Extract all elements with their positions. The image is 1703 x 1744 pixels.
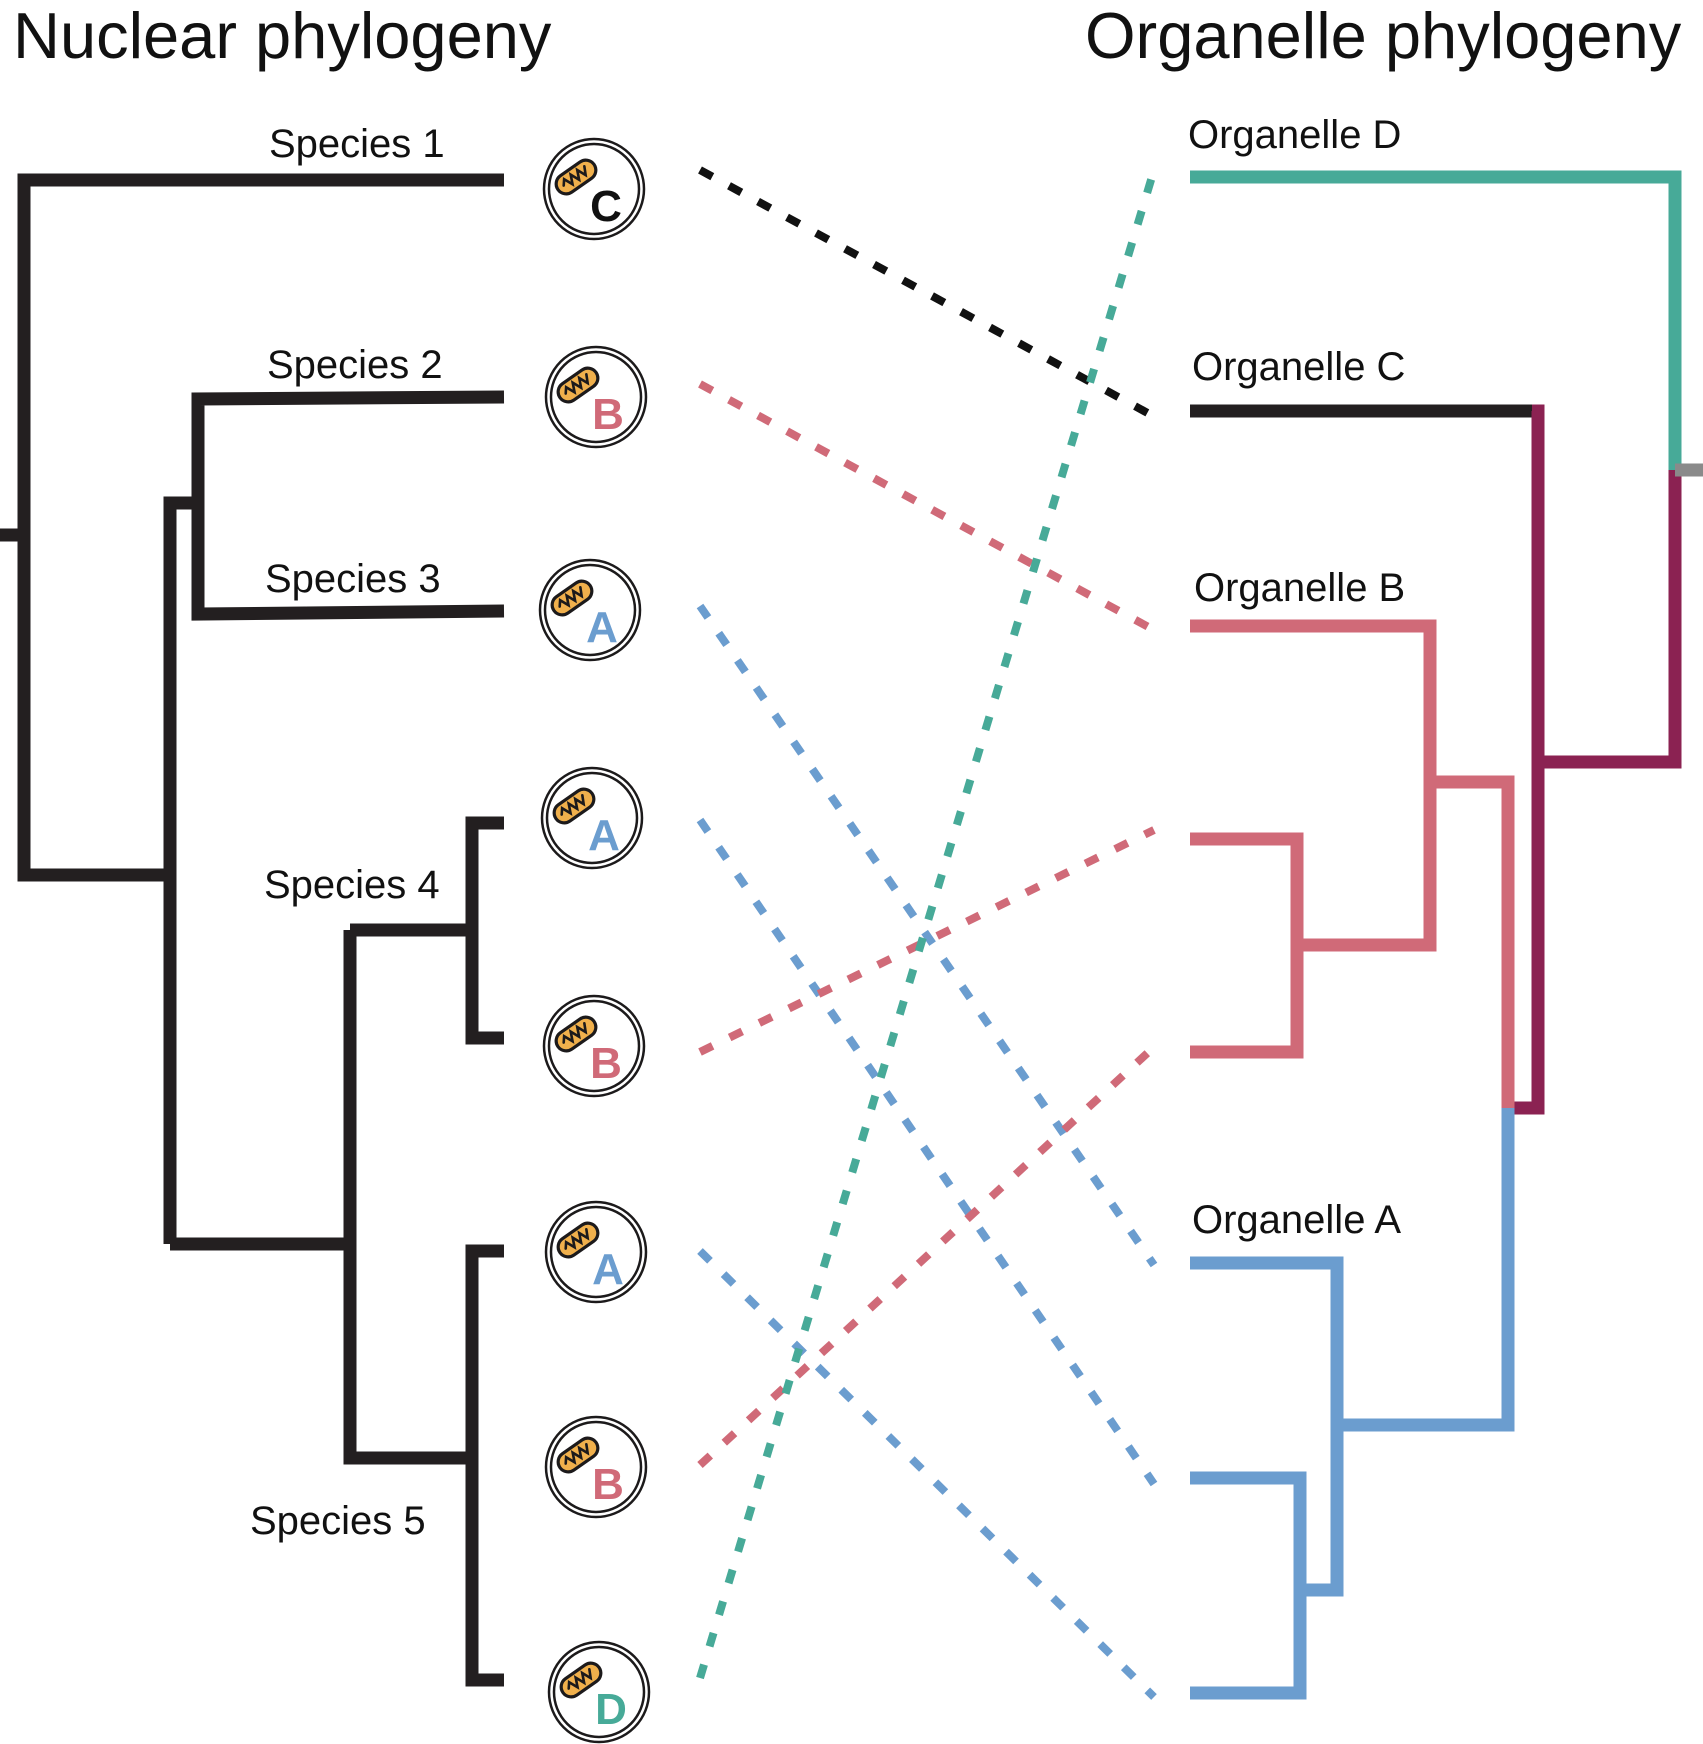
mitochondrion-badge: C (542, 137, 646, 241)
mitochondrion-icon (550, 579, 594, 617)
organelle-phylogeny-title: Organelle phylogeny (1085, 0, 1682, 72)
organelle-letter: A (592, 1245, 624, 1294)
organelle-D-label: Organelle D (1188, 113, 1401, 157)
mitochondrion-badge: A (538, 558, 642, 662)
mitochondrion-icon (556, 1221, 600, 1259)
link-organelle-A-species-5 (697, 1248, 1157, 1700)
mitochondrion-badge: B (544, 1415, 648, 1519)
link-organelle-B-species-2 (698, 380, 1156, 634)
link-organelle-D-species-5 (696, 168, 1158, 1680)
mitochondrion-icon (554, 158, 598, 196)
link-organelle-C-species-1 (698, 166, 1157, 421)
organelle-letter: A (586, 603, 618, 652)
mitochondrion-badge: A (540, 766, 644, 870)
nuclear-tree (0, 173, 505, 1687)
association-links (696, 166, 1158, 1700)
species-2-label: Species 2 (267, 343, 443, 387)
mitochondrion-icon (552, 787, 596, 825)
mitochondrion-badge: B (542, 994, 646, 1098)
species-5-label: Species 5 (250, 1499, 426, 1543)
mitochondrion-icon (559, 1661, 603, 1699)
organelle-letter: D (595, 1685, 627, 1734)
mitochondria-column: C B A A B A B D (538, 137, 651, 1744)
organelle-labels: Organelle D Organelle C Organelle B Orga… (1188, 113, 1405, 1242)
species-4-label: Species 4 (264, 863, 440, 907)
species-labels: Species 1 Species 2 Species 3 Species 4 … (250, 122, 445, 1543)
organelle-tree (1190, 170, 1703, 1700)
organelle-B-label: Organelle B (1194, 566, 1405, 610)
mitochondrion-icon (556, 1436, 600, 1474)
link-organelle-A-species-4 (696, 817, 1158, 1487)
organelle-letter: B (592, 390, 624, 439)
mitochondrion-badge: D (547, 1640, 651, 1744)
organelle-letter: B (590, 1039, 622, 1088)
species-1-label: Species 1 (269, 122, 445, 166)
mitochondrion-badge: A (544, 1200, 648, 1304)
mitochondrion-badge: B (544, 345, 648, 449)
organelle-letter: A (588, 811, 620, 860)
organelle-C-label: Organelle C (1192, 345, 1405, 389)
organelle-A-label: Organelle A (1192, 1198, 1401, 1242)
organelle-letter: C (590, 182, 622, 231)
link-organelle-A-species-3 (696, 603, 1158, 1268)
mitochondrion-icon (554, 1015, 598, 1053)
mitochondrion-icon (556, 366, 600, 404)
link-organelle-B-species-5 (697, 1044, 1157, 1468)
species-3-label: Species 3 (265, 557, 441, 601)
organelle-letter: B (592, 1460, 624, 1509)
nuclear-phylogeny-title: Nuclear phylogeny (13, 0, 552, 72)
